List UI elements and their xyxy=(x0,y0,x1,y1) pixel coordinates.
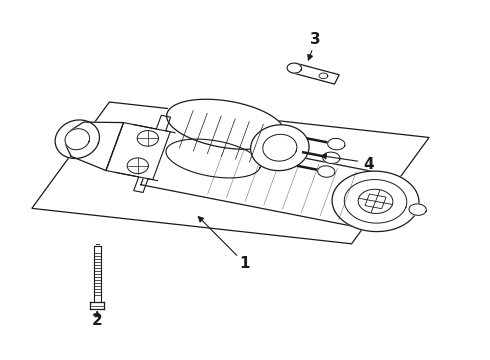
Polygon shape xyxy=(328,138,345,150)
Polygon shape xyxy=(332,171,419,231)
Polygon shape xyxy=(55,120,99,158)
Polygon shape xyxy=(66,122,123,171)
Polygon shape xyxy=(263,134,297,161)
Polygon shape xyxy=(65,129,90,150)
Polygon shape xyxy=(287,63,301,73)
Polygon shape xyxy=(365,194,386,209)
Polygon shape xyxy=(155,103,288,170)
Polygon shape xyxy=(141,130,386,229)
Polygon shape xyxy=(322,152,340,163)
Text: 4: 4 xyxy=(363,157,374,172)
Text: 1: 1 xyxy=(240,256,250,271)
Polygon shape xyxy=(106,123,171,180)
Polygon shape xyxy=(167,99,285,149)
Polygon shape xyxy=(358,189,393,213)
Polygon shape xyxy=(291,63,339,84)
Polygon shape xyxy=(166,139,260,178)
Polygon shape xyxy=(127,158,148,174)
Polygon shape xyxy=(319,73,328,79)
Polygon shape xyxy=(137,131,158,146)
Polygon shape xyxy=(409,204,426,215)
Polygon shape xyxy=(318,166,335,177)
Polygon shape xyxy=(250,125,309,171)
Text: 2: 2 xyxy=(92,312,102,328)
Text: 3: 3 xyxy=(310,32,320,48)
